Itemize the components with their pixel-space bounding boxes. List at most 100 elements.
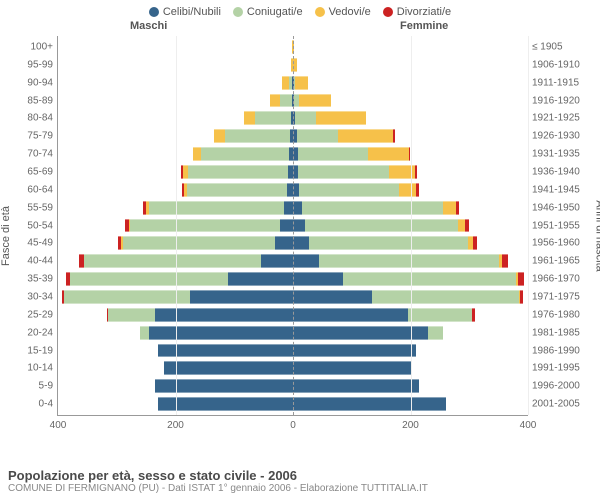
bar-segment [158,344,293,358]
bar-segment [284,201,293,215]
birth-year-label: ≤ 1905 [532,41,592,52]
bar-segment [299,94,331,108]
plot-area: 100+≤ 190595-991906-191090-941911-191585… [57,36,528,416]
column-headers: Maschi Femmine [0,20,600,36]
female-bar [293,361,411,375]
x-tick: 200 [402,420,419,431]
chart-title: Popolazione per età, sesso e stato civil… [8,468,428,483]
birth-year-label: 1966-1970 [532,274,592,285]
bar-segment [415,165,417,179]
female-header: Femmine [400,20,448,32]
bar-segment [293,272,343,286]
bar-segment [343,272,516,286]
age-label: 75-79 [9,131,53,142]
legend: Celibi/NubiliConiugati/eVedovi/eDivorzia… [0,0,600,20]
legend-swatch [315,7,325,17]
male-bar [62,290,293,304]
age-label: 10-14 [9,363,53,374]
bar-segment [293,290,372,304]
male-bar [158,344,293,358]
bar-segment [158,397,293,411]
birth-year-label: 1906-1910 [532,59,592,70]
bar-segment [295,76,308,90]
male-bar [244,111,293,125]
center-line [293,36,294,415]
age-label: 90-94 [9,77,53,88]
birth-year-label: 1941-1945 [532,184,592,195]
female-bar [293,379,419,393]
bar-segment [70,272,229,286]
legend-swatch [383,7,393,17]
chart-subtitle: COMUNE DI FERMIGNANO (PU) - Dati ISTAT 1… [8,483,428,494]
bar-segment [368,147,409,161]
bar-segment [443,201,456,215]
bar-segment [393,129,394,143]
age-label: 55-59 [9,202,53,213]
male-bar [125,219,293,233]
bar-segment [472,308,474,322]
female-bar [293,147,411,161]
birth-year-label: 1916-1920 [532,95,592,106]
population-pyramid: Fasce di età Anni di nascita 100+≤ 19059… [8,36,592,436]
bar-segment [293,361,411,375]
male-header: Maschi [130,20,167,32]
age-label: 95-99 [9,59,53,70]
bar-segment [282,76,289,90]
age-label: 65-69 [9,166,53,177]
bar-segment [458,219,465,233]
female-bar [293,165,417,179]
birth-year-label: 1946-1950 [532,202,592,213]
age-label: 60-64 [9,184,53,195]
age-label: 45-49 [9,238,53,249]
female-bar [293,397,446,411]
bar-segment [255,111,290,125]
male-bar [158,397,293,411]
bar-segment [302,201,443,215]
birth-year-label: 1926-1930 [532,131,592,142]
age-label: 30-34 [9,291,53,302]
female-bar [293,111,366,125]
bar-segment [123,236,276,250]
birth-year-label: 1971-1975 [532,291,592,302]
bar-segment [293,308,408,322]
age-label: 20-24 [9,327,53,338]
grid-line [411,36,412,415]
bar-segment [164,361,293,375]
bar-segment [319,254,498,268]
female-bar [293,219,469,233]
age-label: 35-39 [9,274,53,285]
bar-segment [228,272,293,286]
bar-segment [214,129,226,143]
age-label: 80-84 [9,113,53,124]
bar-segment [293,201,302,215]
bar-segment [293,254,319,268]
bar-segment [316,111,366,125]
bar-segment [293,236,309,250]
bar-segment [84,254,260,268]
birth-year-label: 1921-1925 [532,113,592,124]
male-bar [107,308,293,322]
male-bar [270,94,294,108]
bar-segment [293,344,416,358]
birth-year-label: 1981-1985 [532,327,592,338]
bar-segment [261,254,293,268]
birth-year-label: 1951-1955 [532,220,592,231]
bar-segment [244,111,256,125]
female-bar [293,290,523,304]
age-label: 15-19 [9,345,53,356]
bar-segment [149,326,293,340]
male-bar [140,326,293,340]
female-bar [293,76,308,90]
age-label: 25-29 [9,309,53,320]
bar-segment [293,397,446,411]
legend-item: Celibi/Nubili [149,6,221,18]
legend-label: Divorziati/e [397,6,451,18]
birth-year-label: 1996-2000 [532,381,592,392]
male-bar [214,129,293,143]
bar-segment [399,183,417,197]
bar-segment [518,272,524,286]
male-bar [181,165,293,179]
legend-item: Vedovi/e [315,6,371,18]
female-bar [293,254,508,268]
age-label: 100+ [9,41,53,52]
